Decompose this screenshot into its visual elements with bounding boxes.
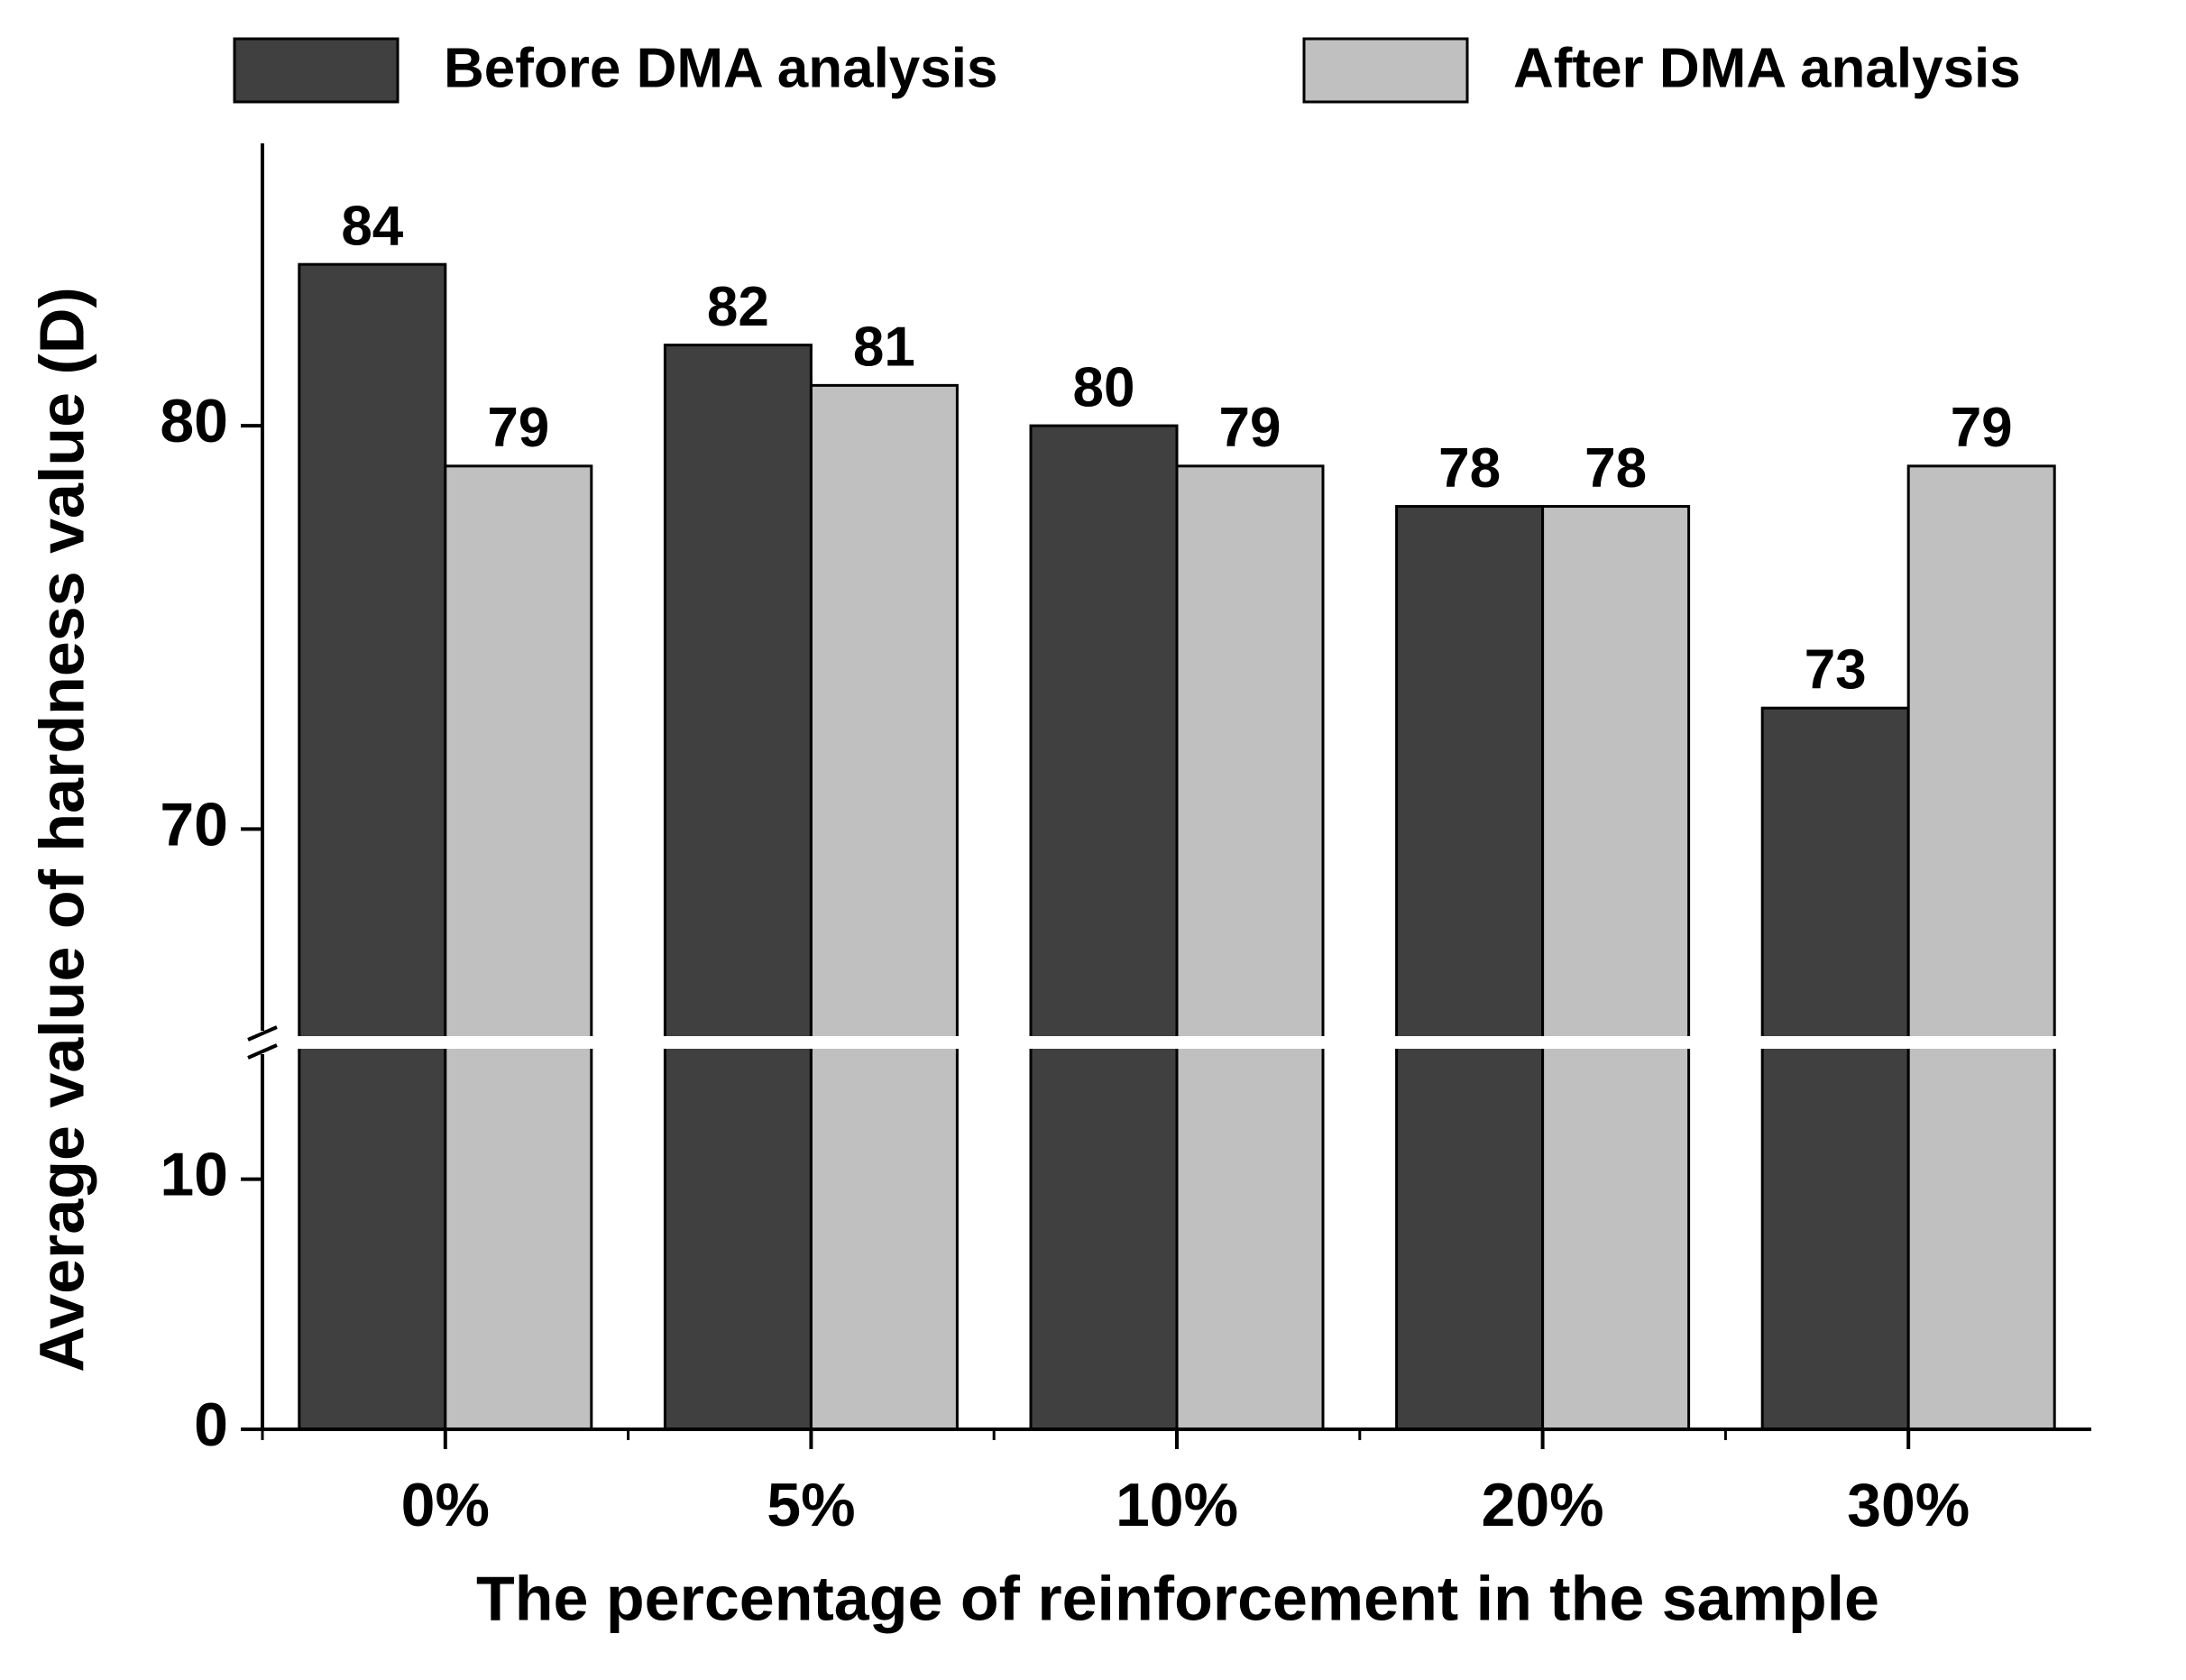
value-label: 82 [707, 276, 769, 338]
value-label: 79 [1951, 397, 2013, 459]
x-tick-label: 10% [1116, 1471, 1238, 1539]
legend-label: After DMA analysis [1513, 37, 2021, 99]
y-tick-label: 70 [160, 790, 228, 858]
value-label: 73 [1805, 639, 1867, 702]
value-label: 79 [1219, 397, 1281, 459]
x-tick-label: 5% [767, 1471, 855, 1539]
bar [1906, 464, 2056, 1431]
bar [1029, 424, 1179, 1431]
y-tick-label: 0 [194, 1391, 228, 1459]
axis-break-mark [247, 1043, 278, 1060]
value-label: 81 [853, 317, 915, 379]
value-label: 78 [1438, 437, 1501, 500]
x-tick-label: 0% [401, 1471, 490, 1539]
bar [298, 262, 447, 1431]
x-tick-label: 30% [1847, 1471, 1970, 1539]
value-label: 80 [1073, 356, 1135, 418]
value-label: 79 [487, 397, 549, 459]
bar [663, 344, 813, 1431]
x-tick-label: 20% [1482, 1471, 1604, 1539]
y-tick-label: 10 [160, 1141, 228, 1209]
y-axis-title: Average value of hardness value (D) [26, 287, 96, 1372]
axis-break-mark [247, 1025, 278, 1042]
axis-break-gap [257, 1036, 2097, 1049]
bar [1760, 706, 1910, 1431]
bar [809, 383, 959, 1431]
legend-label: Before DMA analysis [444, 37, 997, 99]
bar [1395, 505, 1545, 1431]
legend-swatch [1302, 37, 1469, 104]
value-label: 84 [341, 196, 403, 258]
value-label: 78 [1584, 437, 1647, 500]
x-axis-title: The percentage of reinforcement in the s… [476, 1563, 1879, 1633]
legend-swatch [233, 37, 400, 104]
bar [1541, 505, 1691, 1431]
bar [444, 464, 593, 1431]
y-tick-label: 80 [160, 387, 228, 455]
bar [1175, 464, 1325, 1431]
